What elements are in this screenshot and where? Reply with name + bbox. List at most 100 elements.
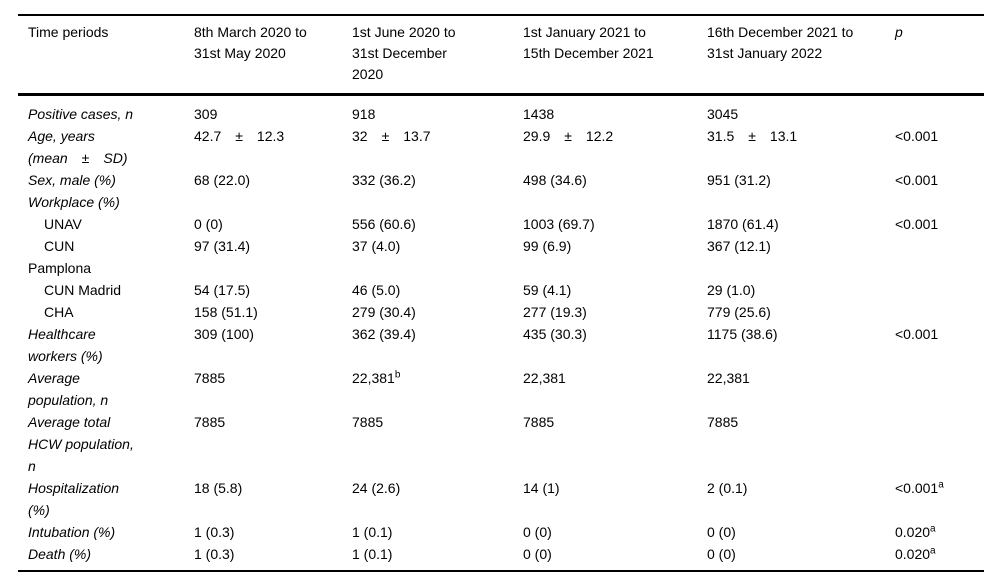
- value-cell: 367 (12.1): [707, 238, 771, 254]
- row-label: Death (%): [28, 546, 92, 562]
- value-cell: 18 (5.8): [194, 480, 243, 496]
- header-period: 1st January 2021 to 15th December 2021: [523, 15, 707, 96]
- p-value-cell: [895, 411, 984, 477]
- p-value-cell: [895, 95, 984, 126]
- row-label: Intubation (%): [28, 524, 116, 540]
- page: { "colors": { "text": "#000000", "border…: [0, 14, 1000, 585]
- p-value-cell: 0.020a: [895, 523, 936, 540]
- table-row: Healthcare workers (%) 309 (100) 362 (39.4…: [18, 323, 984, 367]
- row-label: Hospitalization (%): [28, 480, 120, 518]
- p-value-cell: [895, 367, 984, 411]
- value-cell: 0 (0): [707, 524, 736, 540]
- header-time-periods: Time periods: [18, 15, 194, 96]
- value-cell: 22,381: [523, 370, 566, 386]
- value-cell: 1 (0.3): [194, 546, 235, 562]
- p-value-cell: <0.001: [895, 172, 939, 188]
- value-cell: 951 (31.2): [707, 172, 771, 188]
- table-row: Positive cases, n 309 918 1438 3045: [18, 95, 984, 126]
- value-cell: 24 (2.6): [352, 480, 401, 496]
- table-row: Hospitalization (%) 18 (5.8) 24 (2.6) 14 (1…: [18, 477, 984, 521]
- value-cell: [194, 191, 352, 213]
- value-cell: 1870 (61.4): [707, 216, 779, 232]
- value-cell: 556 (60.6): [352, 216, 416, 232]
- value-cell: 14 (1): [523, 480, 560, 496]
- value-cell: [523, 191, 707, 213]
- table-row: Average population, n 7885 22,381b 22,381 22…: [18, 367, 984, 411]
- row-label: CUN Pamplona: [28, 238, 92, 276]
- value-cell: 46 (5.0): [352, 282, 401, 298]
- value-cell: 7885: [194, 414, 226, 430]
- value-cell: 1003 (69.7): [523, 216, 595, 232]
- value-cell: 54 (17.5): [194, 282, 251, 298]
- table-row: Average total HCW population, n 7885 7885 7…: [18, 411, 984, 477]
- time-periods-table: Time periods 8th March 2020 to 31st May …: [18, 14, 984, 572]
- value-cell: 362 (39.4): [352, 326, 416, 342]
- p-value-cell: [895, 279, 984, 301]
- value-cell: 158 (51.1): [194, 304, 258, 320]
- value-cell: 29.9 ± 12.2: [523, 128, 614, 144]
- table-row: Workplace (%): [18, 191, 984, 213]
- superscript-note: a: [930, 545, 936, 557]
- row-label: CUN Madrid: [44, 282, 122, 298]
- value-cell: 32 ± 13.7: [352, 128, 431, 144]
- p-value-cell: <0.001: [895, 326, 939, 342]
- table-header-row: Time periods 8th March 2020 to 31st May …: [18, 15, 984, 96]
- value-cell: 1 (0.1): [352, 546, 393, 562]
- table-row: CUN Pamplona 97 (31.4) 37 (4.0) 99 (6.9) 367…: [18, 235, 984, 279]
- table-row: UNAV 0 (0) 556 (60.6) 1003 (69.7) 1870 (61.4…: [18, 213, 984, 235]
- table-row: Death (%) 1 (0.3) 1 (0.1) 0 (0) 0 (0) 0.020a: [18, 543, 984, 571]
- value-cell: 7885: [523, 414, 555, 430]
- value-cell: 97 (31.4): [194, 238, 251, 254]
- p-value-cell: <0.001: [895, 216, 939, 232]
- value-cell: 498 (34.6): [523, 172, 587, 188]
- value-cell: 332 (36.2): [352, 172, 416, 188]
- row-label: Positive cases, n: [28, 106, 134, 122]
- value-cell: 22,381b: [352, 369, 401, 386]
- row-label: Sex, male (%): [28, 172, 116, 188]
- p-value-cell: <0.001: [895, 128, 939, 144]
- superscript-note: a: [938, 479, 944, 491]
- value-cell: 68 (22.0): [194, 172, 251, 188]
- header-period: 8th March 2020 to 31st May 2020: [194, 15, 352, 96]
- value-cell: 918: [352, 106, 376, 122]
- header-period: 16th December 2021 to 31st January 2022: [707, 15, 895, 96]
- value-cell: 0 (0): [523, 524, 552, 540]
- value-cell: 7885: [707, 414, 739, 430]
- header-p: p: [895, 15, 984, 96]
- value-cell: 99 (6.9): [523, 238, 572, 254]
- p-value-cell: [895, 191, 984, 213]
- row-label: Average total HCW population, n: [28, 414, 134, 474]
- value-cell: [352, 191, 523, 213]
- p-value-cell: [895, 235, 984, 279]
- value-cell: 309: [194, 106, 218, 122]
- value-cell: 2 (0.1): [707, 480, 748, 496]
- value-cell: 37 (4.0): [352, 238, 401, 254]
- value-cell: 3045: [707, 106, 739, 122]
- p-value-cell: <0.001a: [895, 479, 944, 496]
- table-row: Intubation (%) 1 (0.3) 1 (0.1) 0 (0) 0 (0) 0.…: [18, 521, 984, 543]
- value-cell: 0 (0): [707, 546, 736, 562]
- value-cell: 22,381: [707, 370, 750, 386]
- p-value-cell: [895, 301, 984, 323]
- superscript-note: b: [394, 369, 401, 381]
- table-body: Positive cases, n 309 918 1438 3045 Age, year…: [18, 95, 984, 572]
- value-cell: 309 (100): [194, 326, 254, 342]
- value-cell: 279 (30.4): [352, 304, 416, 320]
- row-label: Workplace (%): [28, 194, 120, 210]
- value-cell: 779 (25.6): [707, 304, 771, 320]
- row-label: UNAV: [44, 216, 82, 232]
- superscript-note: a: [930, 523, 936, 535]
- table-row: Sex, male (%) 68 (22.0) 332 (36.2) 498 (34.…: [18, 169, 984, 191]
- table-row: Age, years (mean ± SD) 42.7 ± 12.3 32 ± 13…: [18, 125, 984, 169]
- table-header: Time periods 8th March 2020 to 31st May …: [18, 15, 984, 96]
- value-cell: [707, 191, 895, 213]
- row-label: Average population, n: [28, 370, 109, 408]
- value-cell: 31.5 ± 13.1: [707, 128, 798, 144]
- value-cell: 435 (30.3): [523, 326, 587, 342]
- value-cell: 7885: [352, 414, 384, 430]
- value-cell: 1438: [523, 106, 555, 122]
- table-row: CUN Madrid 54 (17.5) 46 (5.0) 59 (4.1) 29 (1…: [18, 279, 984, 301]
- value-cell: 277 (19.3): [523, 304, 587, 320]
- row-label: CHA: [44, 304, 74, 320]
- value-cell: 1175 (38.6): [707, 326, 778, 342]
